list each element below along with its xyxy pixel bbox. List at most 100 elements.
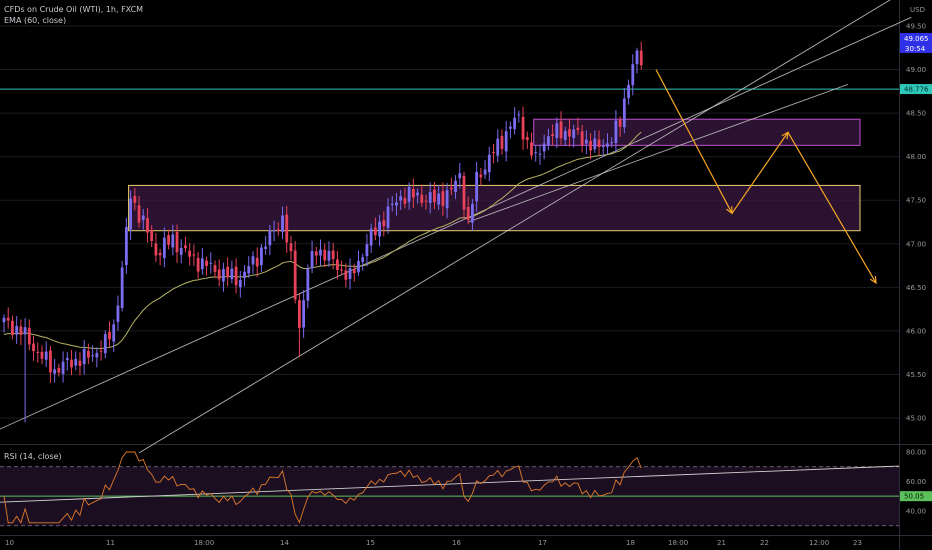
price-tags: 49.065 30:54 48.776 50.05 [900, 33, 932, 502]
candle-body [44, 351, 48, 360]
price-tick-label: 49.50 [906, 23, 926, 31]
candle-body [61, 361, 65, 375]
candle-body [534, 152, 538, 154]
candle-body [487, 154, 491, 173]
candle-body [289, 243, 293, 252]
candle-body [551, 134, 554, 137]
candle-body [327, 250, 331, 261]
candle-body [471, 203, 474, 223]
candle-body [306, 268, 310, 301]
candle-body [27, 327, 31, 345]
price-tick-label: 48.00 [906, 153, 926, 161]
price-tick-label: 45.00 [906, 415, 926, 423]
trendlines[interactable] [0, 0, 912, 454]
candle-body [74, 358, 78, 366]
candle-body [264, 246, 268, 249]
candle-body [496, 138, 500, 156]
candle-body [124, 227, 128, 266]
countdown-tag: 30:54 [905, 45, 926, 53]
candle-body [268, 230, 272, 246]
forecast-segment [655, 69, 733, 214]
candle-body [276, 229, 280, 231]
forecast-arrowhead [869, 275, 877, 285]
candle-body [479, 174, 483, 178]
trendline [138, 0, 891, 454]
candle-body [517, 114, 521, 116]
candle-body [171, 234, 175, 248]
zone-box [128, 184, 861, 232]
candle-body [475, 172, 479, 202]
candle-body [466, 206, 470, 221]
price-tick-label: 47.50 [906, 197, 926, 205]
candle-body [146, 218, 149, 233]
candle-body [116, 305, 120, 322]
time-tick-label: 10 [5, 539, 14, 547]
candle-body [622, 98, 626, 128]
candle-body [555, 123, 559, 138]
time-tick-label: 18 [626, 539, 635, 547]
rsi-series [3, 451, 642, 524]
candle-body [251, 256, 255, 265]
candle-body [213, 265, 217, 272]
time-tick-label: 18:00 [668, 539, 688, 547]
candle-body [49, 350, 52, 373]
candle-body [272, 230, 276, 232]
price-tick-label: 48.50 [906, 110, 926, 118]
candle-body [184, 245, 187, 249]
forecast-path[interactable] [655, 69, 877, 285]
candle-body [492, 152, 495, 154]
symbol-title[interactable]: CFDs on Crude Oil (WTI), 1h, FXCM [4, 5, 144, 14]
rsi-title[interactable]: RSI (14, close) [4, 452, 62, 461]
candle-body [580, 131, 584, 146]
candle-body [390, 203, 394, 205]
ema-series [3, 131, 642, 350]
candle-body [458, 173, 462, 179]
candle-body [222, 268, 225, 282]
candle-body [23, 327, 27, 335]
candle-body [82, 348, 86, 365]
time-tick-label: 11 [106, 539, 115, 547]
candle-body [310, 251, 314, 269]
candle-body [428, 192, 432, 203]
candle-body [108, 331, 111, 340]
candle-body [192, 254, 196, 256]
candle-body [411, 188, 415, 198]
rsi-level-tag-bg [900, 491, 932, 502]
candle-body [399, 196, 403, 201]
candle-body [635, 50, 639, 65]
candle-body [19, 326, 23, 335]
candle-body [129, 198, 132, 230]
candle-body [281, 215, 284, 232]
candle-body [525, 137, 529, 141]
candle-body [137, 205, 141, 223]
last-price-tag-bg [900, 33, 932, 53]
price-tick-label: 46.50 [906, 284, 926, 292]
candle-body [36, 351, 40, 353]
candle-body [319, 249, 322, 256]
candle-body [226, 266, 230, 278]
rsi-level-tag: 50.05 [904, 493, 924, 501]
candle-body [542, 143, 546, 152]
time-axis[interactable]: 10 11 18:00 14 15 16 17 18 18:00 21 22 12:00 23 [5, 539, 862, 547]
forecast-segment [787, 131, 877, 284]
candle-body [335, 259, 339, 270]
ema-legend[interactable]: EMA (60, close) [4, 16, 67, 25]
candle-body [234, 266, 238, 286]
candle-body [407, 186, 411, 202]
time-tick-label: 21 [717, 539, 726, 547]
time-tick-label: 18:00 [194, 539, 214, 547]
candle-body [365, 244, 369, 257]
candle-body [395, 202, 398, 206]
candle-body [141, 215, 145, 220]
price-axis[interactable]: 49.50 49.00 48.50 48.00 47.50 47.00 46.50 46.00… [906, 6, 926, 516]
price-tick-label: 45.50 [906, 371, 926, 379]
hline-price-tag-bg [900, 84, 932, 95]
candle-body [344, 270, 348, 280]
candle-body [217, 269, 221, 280]
candle-body [416, 192, 419, 196]
candle-body [348, 268, 352, 280]
candle-body [563, 130, 567, 140]
candle-body [314, 251, 318, 256]
candle-body [175, 231, 179, 253]
